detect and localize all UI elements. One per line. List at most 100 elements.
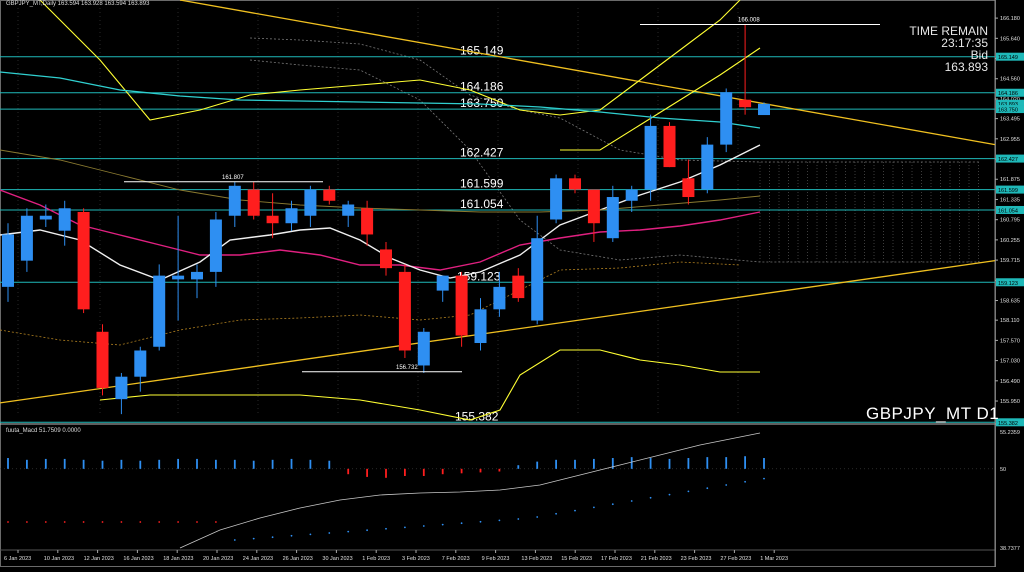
date-tick-label: 1 Mar 2023: [760, 556, 788, 562]
macd-dot: [668, 493, 671, 496]
macd-tick-label: 55.2359: [1000, 430, 1020, 436]
date-tick-label: 26 Jan 2023: [283, 556, 313, 562]
level-label: 161.599: [460, 177, 504, 191]
candle-body: [625, 189, 638, 201]
price-tag: [996, 154, 1024, 163]
lower-band-2: [0, 261, 741, 346]
chart-header: GBPJPY_MT,Daily 163.594 163.928 163.594 …: [6, 1, 150, 7]
candle-body: [493, 286, 506, 310]
candle-body: [512, 275, 525, 299]
date-tick-label: 3 Feb 2023: [402, 556, 430, 562]
lower-band: [99, 349, 760, 421]
price-tag: [996, 52, 1024, 61]
price-tick-label: 162.955: [1000, 137, 1020, 143]
downtrend-line: [179, 0, 996, 146]
macd-dot: [611, 503, 614, 506]
macd-dot: [366, 529, 368, 532]
macd-dot: [196, 521, 198, 523]
candle-body: [550, 178, 563, 220]
price-tag: [996, 88, 1024, 97]
date-tick-label: 10 Jan 2023: [44, 556, 74, 562]
macd-dot: [536, 516, 539, 518]
candle-body: [417, 331, 430, 366]
macd-dot: [706, 487, 709, 490]
macd-dot: [460, 522, 463, 525]
level-label: 159.123: [457, 269, 501, 283]
macd-dot: [215, 521, 217, 523]
macd-dot: [649, 496, 652, 499]
price-tag: [996, 185, 1024, 194]
symbol-label: GBPJPY_MT D1: [866, 404, 1000, 423]
macd-dot: [101, 521, 104, 523]
level-label: 155.382: [455, 409, 499, 423]
candle-body: [663, 125, 676, 168]
date-tick-label: 23 Feb 2023: [681, 556, 712, 562]
date-tick-label: 15 Feb 2023: [561, 556, 592, 562]
candle-body: [191, 271, 203, 280]
candle-body: [39, 215, 52, 220]
date-tick-label: 20 Jan 2023: [203, 556, 233, 562]
macd-dot: [26, 521, 28, 523]
macd-dot: [347, 530, 350, 533]
candle-body: [398, 271, 411, 351]
price-tag-label: 159.123: [998, 281, 1018, 287]
macd-dot: [687, 490, 690, 493]
date-tick-label: 16 Jan 2023: [123, 556, 153, 562]
price-tag-label: 161.054: [998, 208, 1018, 214]
price-tag: [996, 418, 1024, 427]
macd-dot: [139, 521, 142, 523]
candle-body: [739, 99, 752, 108]
candle-body: [247, 189, 260, 216]
macd-dot: [309, 533, 312, 536]
price-tick-label: 166.180: [1000, 16, 1020, 22]
candle-body: [304, 189, 317, 216]
date-tick-label: 21 Feb 2023: [641, 556, 672, 562]
macd-dot: [725, 484, 728, 486]
level-label: 163.750: [460, 96, 504, 110]
macd-dot: [385, 527, 387, 530]
macd-dot: [328, 532, 331, 534]
candle-body: [455, 275, 468, 336]
macd-dot: [82, 521, 85, 523]
candle-body: [682, 178, 695, 198]
date-tick-label: 17 Feb 2023: [601, 556, 632, 562]
swing-label: 161.807: [222, 175, 244, 181]
macd-signal-line: [179, 432, 761, 549]
macd-dot: [744, 480, 746, 483]
macd-dot: [44, 521, 47, 523]
macd-dot: [177, 521, 180, 523]
price-tag: [996, 99, 1024, 108]
price-tick-label: 156.490: [1000, 379, 1020, 385]
price-tag-label: 164.186: [998, 91, 1018, 97]
candle-body: [228, 185, 241, 216]
candle-body: [720, 92, 733, 145]
candle-body: [342, 204, 355, 216]
price-tag: [996, 278, 1024, 287]
date-tick-label: 18 Jan 2023: [163, 556, 193, 562]
date-tick-label: 9 Feb 2023: [482, 556, 510, 562]
price-tick-label: 161.875: [1000, 177, 1020, 183]
macd-dot: [404, 526, 406, 529]
price-tick-label: 158.635: [1000, 299, 1020, 305]
price-tick-label: 155.950: [1000, 399, 1020, 405]
date-tick-label: 6 Jan 2023: [4, 556, 31, 562]
upper-band-2: [560, 47, 761, 151]
uptrend-line: [0, 260, 996, 404]
swing-label: 156.732: [396, 365, 418, 371]
macd-dot: [63, 521, 66, 523]
price-tag-label: 155.382: [998, 421, 1018, 427]
ma-short-white: [0, 144, 761, 281]
date-tick-label: 12 Jan 2023: [84, 556, 114, 562]
upper-band: [39, 0, 741, 121]
macd-dot: [763, 477, 765, 480]
macd-dot: [479, 520, 482, 523]
bid-value: 163.893: [944, 60, 988, 74]
macd-dot: [593, 506, 595, 509]
price-tag-label: 165.149: [998, 55, 1018, 61]
date-tick-label: 24 Jan 2023: [243, 556, 273, 562]
macd-dot: [158, 521, 161, 523]
time-remain-value: 23:17:35: [941, 36, 988, 50]
price-tick-label: 161.335: [1000, 197, 1020, 203]
